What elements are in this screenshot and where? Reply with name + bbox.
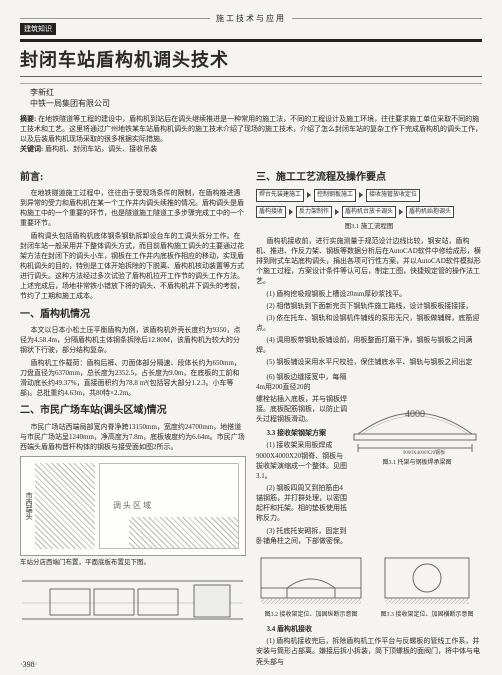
plan-hatch-left xyxy=(35,463,95,549)
left-column: 前言: 在地铁隧道施工过程中，往往由于受现场条件的限制，在盾构推进遇到异常的受力… xyxy=(20,165,246,669)
affiliation: 中铁一局集团有限公司 xyxy=(30,99,110,108)
s3-33-p3: (3) 托底托安砌拆，固定到卧铺角柱之间，下部做密保。 xyxy=(256,526,348,546)
s1-p2: 盾构机工作载荷：盾构后裤、刃面体部分隔速、段体长约为650mm，刀盘直径为637… xyxy=(20,358,246,399)
cradle-figure: 4000 9000X4000X20钢板 xyxy=(352,370,478,456)
flow-caption: 图3.1 施工流程图 xyxy=(256,222,482,231)
s3-p1: 盾构机接收前，进行实施测量于规范设计边线比较，钢安站，盾构机、推进、作反力架、钢… xyxy=(256,236,482,287)
header-rule: 施工技术与应用 xyxy=(20,18,482,19)
plan-left-label: 市西端头 xyxy=(24,492,34,520)
fig31-caption: 图3.1 托架与钢板焊承梁图 xyxy=(352,459,482,468)
flow-row-1: 焊台先装建施工 控制钢板施工 接收施管放收定位 xyxy=(256,189,482,202)
s3-li-2: (2) 相借钢轨到下面新完页下钢轨件施工路线，设计钢板板接接接， xyxy=(256,301,482,311)
fig32-caption: 图3.2 接收架定位、加固纵断示意图 xyxy=(256,611,366,620)
fig32: 图3.2 接收架定位、加固纵断示意图 xyxy=(256,554,366,620)
plan-figure: 市西端头 调头区域 xyxy=(20,456,246,556)
s3-tail1: 螺栓钻插入底板，并与钢板焊接。底板配筋钢板，以防止调头过程钢板滑动。 xyxy=(256,394,348,424)
arrow-icon xyxy=(399,209,403,215)
preface-p2: 盾构调头包括盾构机底体钢条钢轨拆卸设台车的工调头拆分工作。在封闭车站一般采用井下… xyxy=(20,231,246,302)
elevation-figure xyxy=(20,569,245,627)
fig33-caption: 图3.3 接收架定位、加固横断示意图 xyxy=(372,611,482,620)
s3-li-3: (3) 依在托车、钢轨和设钢机件铺线的泵形无尺，钢板做辅牌，底筋迎点。 xyxy=(256,313,482,333)
s2-p1: 市民广场站西端局部宽内脊净跨13150mm，宽度约24700mm，地搭道与市民广… xyxy=(20,422,246,452)
page-title: 封闭车站盾构机调头技术 xyxy=(20,46,482,72)
right-column: 三、施工工艺流程及操作要点 焊台先装建施工 控制钢板施工 接收施管放收定位 盾构… xyxy=(256,165,482,669)
flow-box: 反力架制作 xyxy=(296,206,332,219)
flow-box: 盾构接收 xyxy=(256,206,286,219)
author-block: 李新红 中铁一局集团有限公司 xyxy=(20,83,482,112)
s3-33-p1: (1) 接收架采用板焊成9000X4000X20钢脊、钢板与拔收架演缩成一个整体… xyxy=(256,440,348,481)
plan-caption: 车站分店西端门布置，平面底板布置见下图。 xyxy=(20,558,246,567)
page-number: ·398· xyxy=(20,660,37,669)
corner-tag: 建筑知识 xyxy=(20,23,56,35)
heading-3-3: 3.3 接收架钢架方案 xyxy=(256,428,348,438)
heading-section-3: 三、施工工艺流程及操作要点 xyxy=(256,171,482,186)
abstract-text: 在地铁隧道等工程的建设中，盾构机到站后在调头继续推进是一种常用的施工法，不同的工… xyxy=(20,115,482,143)
s3-33-p2: (2) 钢板四周又到拍筋由4锚钢筋，并打群处理，以密围起杆和托架。相的垫板使用抵… xyxy=(256,483,348,524)
flow-row-2: 盾构接收 反力架制作 盾构机台放卡调头 盾构机始抱调头 xyxy=(256,206,482,219)
flow-box: 接收施管放收定位 xyxy=(366,189,420,202)
keywords-text: 盾构机、封闭车站，调头、接收吊装 xyxy=(45,145,157,153)
heading-section-1: 一、盾构机情况 xyxy=(20,308,246,323)
flow-box: 盾构机台放卡调头 xyxy=(342,206,396,219)
abstract-block: 摘要: 在地铁隧道等工程的建设中，盾构机到站后在调头继续推进是一种常用的施工法，… xyxy=(20,112,482,159)
author-name: 李新红 xyxy=(30,88,54,97)
heading-preface: 前言: xyxy=(20,171,246,186)
abstract-label: 摘要: xyxy=(20,115,36,123)
s1-p1: 本文以日本小松土压平衡盾构为例，该盾构机外壳长度约为9350，点径为4.58.4… xyxy=(20,325,246,355)
svg-text:9000X4000X20钢板: 9000X4000X20钢板 xyxy=(403,449,445,456)
heading-section-2: 二、市民广场车站(调头区域)情况 xyxy=(20,404,246,419)
heading-3-4: 3.4 盾构机接收 xyxy=(256,624,482,634)
s3-34-p1: (1) 盾构机接收完后，拆除盾构机工作平台与反螺板的管线工作系，并安装与筒形占部… xyxy=(256,636,482,666)
small-figs: 图3.2 接收架定位、加固纵断示意图 图3.3 接收架定位、加固横断示意图 xyxy=(256,554,482,620)
svg-text:4000: 4000 xyxy=(405,409,425,420)
two-column-body: 前言: 在地铁隧道施工过程中，往往由于受现场条件的限制，在盾构推进遇到异常的受力… xyxy=(20,165,482,669)
plan-mid-label: 调头区域 xyxy=(113,500,153,512)
running-head: 施工技术与应用 xyxy=(210,13,292,24)
arrow-icon xyxy=(307,192,311,198)
arrow-icon xyxy=(359,192,363,198)
flow-box: 焊台先装建施工 xyxy=(256,189,304,202)
arrow-icon xyxy=(289,209,293,215)
preface-p1: 在地铁隧道施工过程中，往往由于受现场条件的限制，在盾构推进遇到异常的受力和盾构机… xyxy=(20,188,246,229)
text-fig-wrap: (6) 钢板边缝接宽中，每隔4m用200直径20的 螺栓钻插入底板，并与钢板焊接… xyxy=(256,370,482,548)
keywords-label: 关键词: xyxy=(20,145,43,153)
s3-li-4: (4) 调用板带钢轨板铺设前，用板整面打磨干净，钢板与钢板之间满焊。 xyxy=(256,335,482,355)
s3-li-5: (5) 钢板铺设采用水平尺校验，保住铺底水平、钢轨与钢板之间出定 xyxy=(256,357,482,367)
fig33: 图3.3 接收架定位、加固横断示意图 xyxy=(372,554,482,620)
flow-box: 控制钢板施工 xyxy=(314,189,356,202)
arrow-icon xyxy=(335,209,339,215)
flow-box: 盾构机始抱调头 xyxy=(406,206,454,219)
title-block: 封闭车站盾构机调头技术 xyxy=(20,39,482,77)
s3-li-1: (1) 盾构挖吸规钢板上槽设20mm厚砂浆找平。 xyxy=(256,289,482,299)
s3-li-6: (6) 钢板边缝接宽中，每隔4m用200直径20的 xyxy=(256,372,348,392)
plan-hatch-bottom xyxy=(129,517,239,549)
